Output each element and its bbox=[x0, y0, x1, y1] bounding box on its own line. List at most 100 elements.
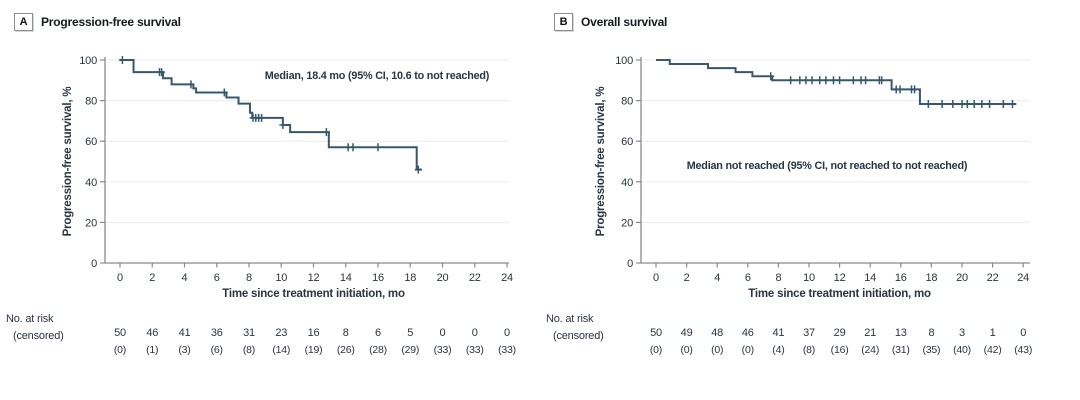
y-tick-label: 0 bbox=[627, 258, 633, 270]
at-risk-value: 46 bbox=[146, 327, 158, 339]
x-tick-label: 4 bbox=[182, 272, 188, 284]
censor-mark bbox=[808, 76, 816, 85]
x-tick-label: 2 bbox=[149, 272, 155, 284]
y-tick-label: 0 bbox=[91, 258, 97, 270]
at-risk-value: 8 bbox=[343, 327, 349, 339]
y-axis-label: Progression-free survival, % bbox=[595, 87, 607, 237]
censor-mark bbox=[896, 85, 904, 94]
censor-mark bbox=[187, 80, 195, 89]
at-risk-value: 5 bbox=[407, 327, 413, 339]
censor-mark bbox=[158, 68, 166, 77]
censored-value: (19) bbox=[305, 344, 323, 356]
at-risk-value: 3 bbox=[959, 327, 965, 339]
censor-mark bbox=[220, 88, 228, 97]
censor-mark bbox=[349, 143, 357, 152]
censored-value: (6) bbox=[211, 344, 223, 356]
at-risk-value: 0 bbox=[472, 327, 478, 339]
censored-value: (1) bbox=[146, 344, 158, 356]
censor-mark bbox=[829, 76, 837, 85]
y-tick-label: 100 bbox=[615, 55, 633, 67]
x-tick-label: 22 bbox=[987, 272, 999, 284]
censored-value: (28) bbox=[369, 344, 387, 356]
survival-curve bbox=[120, 59, 422, 171]
censored-table-label: (censored) bbox=[553, 330, 604, 342]
at-risk-value: 29 bbox=[834, 327, 846, 339]
y-tick-label: 20 bbox=[621, 217, 633, 229]
censor-mark bbox=[949, 100, 957, 109]
at-risk-value: 13 bbox=[895, 327, 907, 339]
median-annotation: Median not reached (95% CI, not reached … bbox=[687, 160, 968, 172]
at-risk-value: 50 bbox=[650, 327, 662, 339]
x-tick-label: 8 bbox=[775, 272, 781, 284]
censor-mark bbox=[836, 76, 844, 85]
censor-mark bbox=[911, 85, 919, 94]
censored-value: (43) bbox=[1014, 344, 1032, 356]
y-tick-label: 80 bbox=[621, 96, 633, 108]
censor-mark bbox=[279, 120, 287, 129]
censored-value: (33) bbox=[434, 344, 452, 356]
y-tick-label: 60 bbox=[85, 136, 97, 148]
censor-mark bbox=[374, 143, 382, 152]
at-risk-value: 41 bbox=[772, 327, 784, 339]
censor-mark bbox=[970, 100, 978, 109]
at-risk-value: 46 bbox=[742, 327, 754, 339]
x-axis-label: Time since treatment initiation, mo bbox=[748, 288, 931, 300]
censor-mark bbox=[878, 76, 886, 85]
at-risk-value: 36 bbox=[211, 327, 223, 339]
censored-value: (8) bbox=[803, 344, 815, 356]
x-tick-label: 22 bbox=[469, 272, 481, 284]
x-tick-label: 0 bbox=[653, 272, 659, 284]
x-tick-label: 12 bbox=[308, 272, 320, 284]
at-risk-value: 0 bbox=[440, 327, 446, 339]
x-tick-label: 6 bbox=[214, 272, 220, 284]
y-tick-label: 80 bbox=[85, 96, 97, 108]
censored-table-label: (censored) bbox=[13, 330, 64, 342]
censor-mark bbox=[414, 165, 422, 174]
censored-value: (16) bbox=[831, 344, 849, 356]
at-risk-value: 49 bbox=[681, 327, 693, 339]
censored-value: (42) bbox=[984, 344, 1002, 356]
x-tick-label: 20 bbox=[437, 272, 449, 284]
y-tick-label: 40 bbox=[85, 177, 97, 189]
censored-value: (33) bbox=[466, 344, 484, 356]
panel-b-title: Overall survival bbox=[581, 15, 668, 29]
at-risk-value: 0 bbox=[504, 327, 510, 339]
censor-mark bbox=[322, 128, 330, 137]
x-tick-label: 14 bbox=[340, 272, 352, 284]
x-tick-label: 24 bbox=[501, 272, 513, 284]
panel-b: 0 20 40 60 80 100 0 2 4 6 8 10 12 14 16 18 20 22 24 Time si… bbox=[540, 0, 1080, 400]
censored-value: (33) bbox=[498, 344, 516, 356]
censor-mark bbox=[1008, 100, 1016, 109]
at-risk-value: 37 bbox=[803, 327, 815, 339]
at-risk-value: 48 bbox=[711, 327, 723, 339]
censor-mark bbox=[849, 76, 857, 85]
median-annotation: Median, 18.4 mo (95% CI, 10.6 to not rea… bbox=[265, 70, 490, 82]
censored-value: (0) bbox=[114, 344, 126, 356]
x-tick-label: 14 bbox=[864, 272, 876, 284]
panel-a-title: Progression-free survival bbox=[41, 15, 181, 29]
x-axis-label: Time since treatment initiation, mo bbox=[222, 288, 405, 300]
at-risk-value: 0 bbox=[1020, 327, 1026, 339]
x-tick-label: 20 bbox=[956, 272, 968, 284]
panel-a: 0 20 40 60 80 100 0 2 4 6 8 10 12 14 16 18 20 22 24 Time si… bbox=[6, 13, 516, 356]
at-risk-value: 1 bbox=[990, 327, 996, 339]
x-tick-label: 18 bbox=[925, 272, 937, 284]
censor-mark bbox=[978, 100, 986, 109]
censor-mark bbox=[258, 113, 266, 122]
x-tick-label: 6 bbox=[745, 272, 751, 284]
y-axis-label: Progression-free survival, % bbox=[62, 87, 74, 237]
at-risk-value: 21 bbox=[864, 327, 876, 339]
panel-b-label-box: B bbox=[554, 13, 573, 31]
censor-mark bbox=[986, 100, 994, 109]
survival-curve bbox=[656, 59, 1017, 106]
x-tick-label: 2 bbox=[684, 272, 690, 284]
censored-value: (29) bbox=[401, 344, 419, 356]
x-tick-label: 10 bbox=[275, 272, 287, 284]
censored-value: (24) bbox=[861, 344, 879, 356]
risk-table-label: No. at risk bbox=[546, 313, 594, 325]
at-risk-value: 41 bbox=[179, 327, 191, 339]
x-tick-label: 8 bbox=[246, 272, 252, 284]
censored-value: (40) bbox=[953, 344, 971, 356]
